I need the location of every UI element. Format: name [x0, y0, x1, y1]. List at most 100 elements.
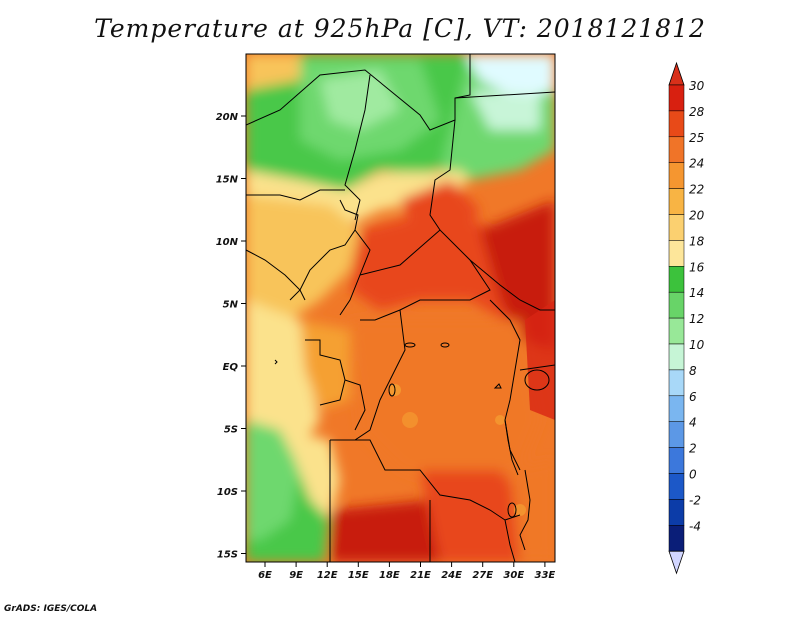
map-title: Temperature at 925hPa [C], VT: 201812181… — [94, 14, 706, 43]
lake-outline — [388, 383, 396, 397]
east-warm-patch — [495, 415, 505, 425]
colorbar-swatch — [668, 136, 685, 163]
grads-credit: GrADS: IGES/COLA — [4, 604, 98, 614]
lakes — [274, 342, 550, 518]
lat-label: 10N — [216, 237, 239, 248]
colorbar-bottom-arrow — [668, 550, 685, 575]
lat-label: 20N — [216, 112, 239, 123]
congo-warm-patch — [402, 412, 418, 428]
tanzania-hot-patch — [525, 300, 555, 420]
lon-label: 27E — [472, 570, 493, 581]
zambia-warm-patch — [514, 504, 526, 516]
lake-outline — [493, 383, 502, 389]
lat-label: 10S — [217, 487, 238, 498]
sahel-border — [246, 189, 345, 201]
colorbar-label: 2 — [689, 442, 697, 456]
lon-label: 30E — [503, 570, 524, 581]
lake-outline — [440, 342, 450, 348]
longitude-axis: 6E 9E 12E 15E 18E 21E 24E 27E 30E 33E — [258, 562, 555, 581]
south-hot-region — [420, 470, 540, 562]
atlantic-light-green-region — [246, 420, 300, 540]
temperature-field — [246, 54, 555, 562]
lat-label: 15S — [217, 550, 238, 561]
colorbar-label: 8 — [689, 364, 697, 378]
colorbar-label: 28 — [689, 105, 705, 119]
lat-label: 5N — [223, 300, 239, 311]
colorbar-label: 6 — [689, 390, 697, 404]
colorbar-label: 12 — [689, 312, 704, 326]
lon-label: 24E — [441, 570, 462, 581]
libya-sudan-border — [454, 91, 555, 99]
lon-label: 21E — [410, 570, 431, 581]
colorbar-swatch — [668, 110, 685, 138]
colorbar-label: 18 — [689, 234, 705, 248]
lon-label: 6E — [258, 570, 272, 581]
coast-detail — [274, 359, 278, 365]
colorbar-label: 0 — [689, 468, 697, 482]
lon-label: 15E — [348, 570, 369, 581]
lat-label: EQ — [223, 362, 239, 373]
chad-hot-region — [400, 180, 480, 240]
lake-outline — [507, 502, 517, 518]
colorbar-swatch — [668, 499, 685, 526]
lon-label: 9E — [289, 570, 303, 581]
northeast-pale-cyan-region — [465, 54, 555, 100]
congo-border — [344, 379, 366, 431]
lat-label: 5S — [224, 425, 238, 436]
colorbar-label: 20 — [689, 209, 705, 223]
lon-label: 18E — [379, 570, 400, 581]
colorbar-label: -4 — [689, 519, 701, 533]
colorbar-swatch — [668, 473, 685, 500]
colorbar-label: 30 — [689, 79, 705, 93]
sahara-pale-green-region — [320, 70, 400, 130]
niger-chad-border — [344, 74, 371, 221]
lon-label: 33E — [535, 570, 556, 581]
colorbar-label: 10 — [689, 338, 705, 352]
colorbar-swatch — [668, 291, 685, 319]
lake-victoria-border — [519, 364, 555, 371]
colorbar-label: 24 — [689, 157, 704, 171]
colorbar-swatch — [668, 525, 685, 552]
west-coast-border — [246, 249, 306, 301]
west-pale-region — [246, 300, 320, 450]
congo-basin-orange — [350, 320, 540, 490]
gabon-orange-region — [300, 320, 350, 410]
colorbar-label: 22 — [689, 183, 704, 197]
mali-niger-border — [246, 54, 471, 131]
colorbar-swatch — [668, 214, 685, 241]
colorbar-swatch — [668, 447, 685, 474]
colorbar-swatch — [668, 317, 685, 345]
lon-label: 12E — [317, 570, 338, 581]
car-border — [359, 229, 491, 321]
lake-outline — [404, 342, 416, 348]
colorbar-swatch — [668, 343, 685, 371]
lat-label: 15N — [216, 175, 239, 186]
map-frame — [245, 53, 556, 563]
chad-sudan-border — [429, 119, 456, 231]
colorbar-label: -2 — [689, 493, 701, 507]
atlantic-yellow-region — [280, 430, 340, 520]
colorbar-swatch — [668, 84, 685, 112]
colorbar-swatch — [668, 188, 685, 215]
northeast-mint-region — [470, 90, 540, 130]
gabon-congo-border — [305, 339, 346, 406]
nigeria-border — [289, 199, 359, 301]
colorbar-swatch — [668, 266, 685, 293]
lake-victoria — [524, 369, 550, 391]
west-orange-region — [246, 195, 360, 330]
zambia-east-border — [504, 519, 516, 562]
northwest-orange-patch — [246, 54, 300, 90]
south-sudan-border — [469, 259, 555, 311]
colorbar-swatch — [668, 240, 685, 267]
colorbar-label: 4 — [689, 416, 697, 430]
colorbar-swatch — [668, 162, 685, 189]
southeast-orange — [510, 460, 555, 562]
country-borders — [246, 54, 555, 562]
colorbar-label: 25 — [689, 131, 704, 145]
latitude-axis: 20N 15N 10N 5N EQ 5S 10S 15S — [216, 112, 246, 561]
colorbar-label: 14 — [689, 286, 704, 300]
colorbar-swatch — [668, 369, 685, 397]
colorbar-label: 16 — [689, 260, 705, 274]
colorbar-swatch — [668, 395, 685, 422]
